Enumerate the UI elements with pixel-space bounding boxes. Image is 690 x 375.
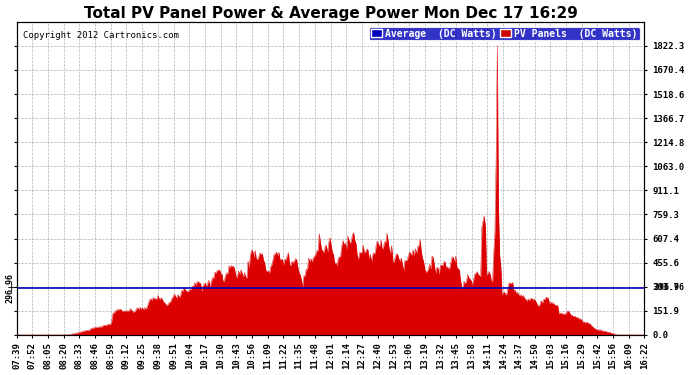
Title: Total PV Panel Power & Average Power Mon Dec 17 16:29: Total PV Panel Power & Average Power Mon… <box>83 6 578 21</box>
Legend: Average  (DC Watts), PV Panels  (DC Watts): Average (DC Watts), PV Panels (DC Watts) <box>368 27 640 40</box>
Text: +: + <box>7 283 17 293</box>
Text: 296.96: 296.96 <box>6 273 14 303</box>
Text: 296.96: 296.96 <box>644 284 684 292</box>
Text: Copyright 2012 Cartronics.com: Copyright 2012 Cartronics.com <box>23 31 179 40</box>
